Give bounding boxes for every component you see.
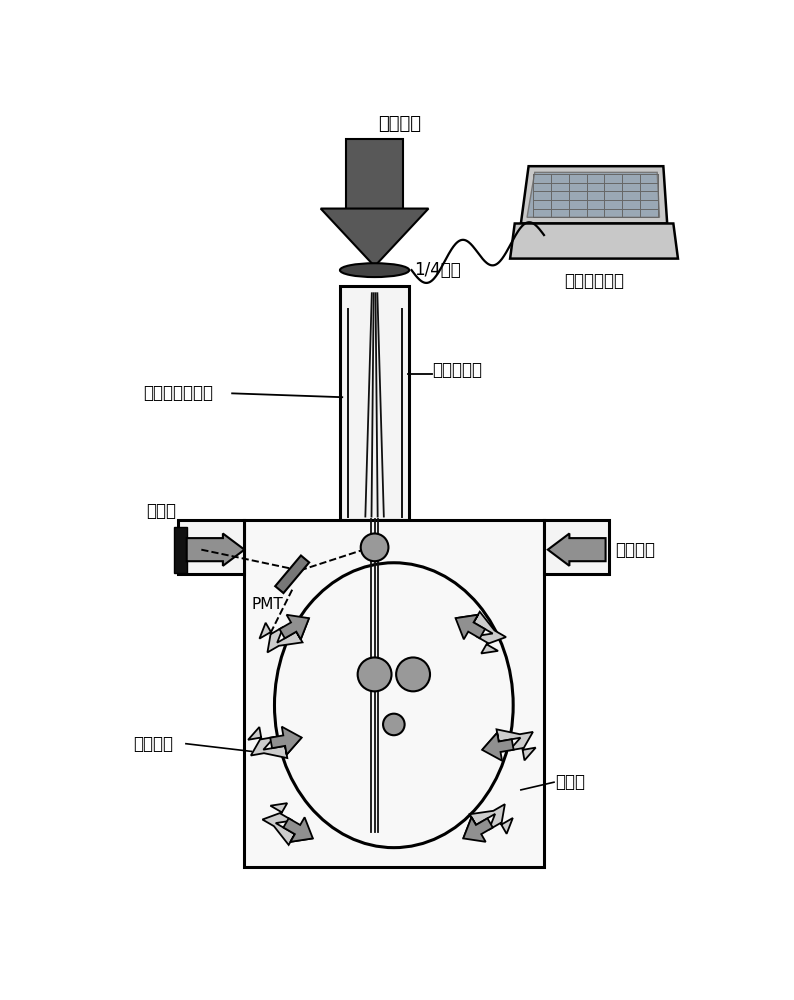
Text: 1/4波片: 1/4波片: [414, 261, 461, 279]
Polygon shape: [340, 286, 409, 520]
Polygon shape: [279, 615, 309, 639]
Ellipse shape: [275, 563, 513, 848]
Polygon shape: [276, 555, 309, 593]
Polygon shape: [283, 817, 313, 842]
Polygon shape: [544, 520, 610, 574]
Circle shape: [396, 657, 430, 691]
Polygon shape: [482, 733, 514, 761]
Polygon shape: [482, 729, 536, 760]
Text: 时序控制系统: 时序控制系统: [564, 272, 624, 290]
FancyArrow shape: [548, 533, 606, 566]
Polygon shape: [321, 209, 429, 266]
Polygon shape: [263, 803, 313, 845]
Circle shape: [360, 533, 388, 561]
Polygon shape: [178, 520, 244, 574]
Ellipse shape: [340, 263, 409, 277]
Polygon shape: [270, 727, 302, 755]
Polygon shape: [248, 727, 302, 758]
Text: 量子化磁场线圈: 量子化磁场线圈: [144, 384, 214, 402]
Polygon shape: [510, 223, 678, 259]
Polygon shape: [456, 615, 485, 639]
Polygon shape: [527, 172, 660, 217]
Text: PMT: PMT: [252, 597, 283, 612]
Circle shape: [357, 657, 391, 691]
Text: 捕获磁场: 捕获磁场: [133, 735, 174, 753]
Polygon shape: [345, 139, 403, 209]
Polygon shape: [463, 817, 493, 842]
Circle shape: [383, 714, 405, 735]
Polygon shape: [521, 166, 667, 223]
FancyArrow shape: [187, 533, 245, 566]
Text: 拉曼激光: 拉曼激光: [379, 115, 422, 133]
Text: 反射镜: 反射镜: [146, 502, 176, 520]
Polygon shape: [175, 527, 187, 573]
Polygon shape: [463, 804, 513, 838]
Text: 探测光束: 探测光束: [615, 541, 656, 559]
Polygon shape: [244, 520, 544, 867]
Polygon shape: [260, 618, 309, 652]
Polygon shape: [456, 612, 506, 653]
Text: 磁光阱: 磁光阱: [556, 773, 585, 791]
Text: 待测真空腔: 待测真空腔: [433, 361, 482, 379]
